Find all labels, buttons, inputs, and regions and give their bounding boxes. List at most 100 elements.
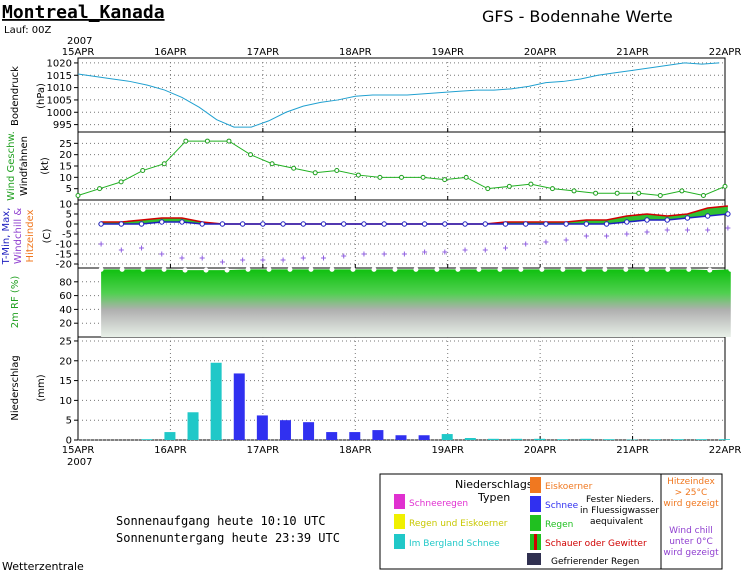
precip-bar [672, 439, 684, 440]
precip-bar [372, 430, 384, 440]
pressure-unit: (hPa) [36, 83, 47, 109]
legend-swatch-schneeregen [394, 494, 405, 509]
wind-point [485, 186, 491, 192]
legend-swatch-regen [530, 515, 541, 531]
sunset-text: Sonnenuntergang heute 23:39 UTC [116, 531, 340, 545]
rh-point [560, 266, 566, 272]
legend-label-schauer: Schauer oder Gewitter [545, 539, 647, 549]
wind-point [442, 177, 448, 183]
precip-unit: (mm) [36, 374, 47, 401]
tmin-point [421, 221, 428, 227]
precip-bar [580, 438, 592, 440]
tmin-point [159, 219, 165, 225]
tmin-point [341, 221, 347, 227]
windchill-point [361, 251, 367, 257]
rh-label: 2m RF (%) [10, 276, 21, 329]
wind-point [291, 165, 297, 171]
windchill-point [401, 251, 407, 257]
wind-tick-label: 20 [59, 150, 72, 161]
bottom-date-label: 19APR [431, 445, 464, 456]
wind-label: Wind Geschw. [6, 131, 17, 201]
wind-point [722, 183, 728, 189]
rh-point [707, 267, 713, 273]
precip-bar [141, 439, 153, 440]
wind-frame [77, 131, 726, 201]
precip-frame [77, 336, 726, 441]
legend-label-regen-eis: Regen und Eiskoerner [409, 519, 508, 529]
temp-tick-label: -20 [56, 260, 72, 271]
top-date-label: 17APR [247, 47, 280, 58]
wind-tick-label: 10 [59, 173, 72, 184]
rh-point [203, 267, 209, 273]
rh-point [350, 266, 356, 272]
windchill-point [118, 247, 124, 253]
windchill-point [523, 241, 529, 247]
wind-point [657, 192, 663, 198]
top-date-label: 18APR [339, 47, 372, 58]
wind-point [183, 138, 189, 144]
windchill-point [664, 227, 670, 233]
tmin-series-line [101, 213, 728, 225]
rh-tick-label: 20 [59, 319, 72, 330]
wind-point [312, 170, 318, 176]
windchill-point [725, 225, 731, 231]
legend-swatch-bergland [394, 534, 405, 549]
precip-bar [441, 434, 453, 440]
chart-title: GFS - Bodennahe Werte [482, 7, 673, 26]
heat-text-2: > 25°C [675, 488, 708, 498]
legend-label-gefrierend: Gefrierender Regen [551, 557, 639, 567]
temp-tick-label: 0 [66, 220, 72, 231]
legend-title-2: Typen [477, 491, 510, 504]
precip-bar [210, 362, 222, 440]
windchill-point [139, 245, 145, 251]
rh-point [686, 266, 692, 272]
rh-point [392, 266, 398, 272]
wind-point [377, 174, 383, 180]
legend-label-bergland: Im Bergland Schnee [409, 539, 500, 549]
windchill-point [644, 229, 650, 235]
tmin-point [320, 221, 327, 227]
precip-label: Niederschlag [10, 355, 21, 420]
rh-point [182, 267, 188, 273]
windchill-point [300, 255, 306, 261]
windchill-point [422, 249, 428, 255]
windchill-point [624, 231, 630, 237]
windchill-point [583, 233, 589, 239]
tmin-point [442, 221, 448, 227]
rh-point [602, 266, 608, 272]
rh-tick-label: 80 [59, 277, 72, 288]
year-bottom: 2007 [67, 457, 92, 468]
rh-point [728, 266, 734, 272]
tmin-point [725, 211, 731, 217]
wind-point [463, 174, 469, 180]
tmin-point [664, 217, 670, 223]
rh-point [476, 266, 482, 272]
tmin-point [462, 221, 468, 227]
bottom-date-label: 18APR [339, 445, 372, 456]
legend-fester-2: in Fluessigwasser [580, 506, 659, 516]
tmin-point [199, 221, 205, 227]
temp-labels: T-Min, Max, Windchill & Hitzeindex (C) [1, 208, 53, 266]
windfahnen-label: Windfahnen [19, 136, 30, 196]
wind-tick-label: 15 [59, 162, 72, 173]
precip-bar [487, 438, 499, 440]
windchill-point [341, 253, 347, 259]
windchill-point [705, 227, 711, 233]
temp-label-1: T-Min, Max, [1, 208, 12, 266]
windchill-point [260, 257, 266, 263]
temp-tick-label: 10 [59, 200, 72, 211]
precip-bar [326, 432, 338, 440]
tmin-point [624, 219, 630, 225]
legend-swatch-eiskoerner [530, 477, 541, 493]
rh-point [623, 266, 629, 272]
rh-point [644, 266, 650, 272]
windchill-point [462, 247, 468, 253]
wind-tick-label: 5 [66, 184, 72, 195]
precip-tick-label: 15 [59, 376, 72, 387]
precip-bar [719, 439, 730, 440]
precip-bar [603, 439, 615, 440]
legend-label-schnee: Schnee [545, 501, 579, 511]
precip-tick-label: 5 [66, 416, 72, 427]
temp-unit: (C) [42, 229, 53, 244]
windchill-point [240, 257, 246, 263]
